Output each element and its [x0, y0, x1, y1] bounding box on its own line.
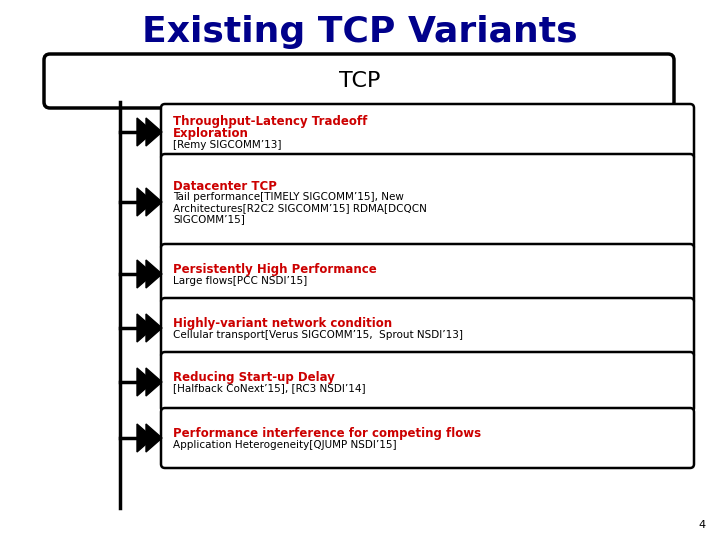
- Polygon shape: [137, 188, 153, 216]
- Polygon shape: [137, 424, 153, 452]
- Polygon shape: [137, 314, 153, 342]
- Text: Application Heterogeneity[QJUMP NSDI’15]: Application Heterogeneity[QJUMP NSDI’15]: [173, 440, 397, 449]
- Polygon shape: [146, 188, 162, 216]
- Polygon shape: [137, 118, 153, 146]
- Text: Existing TCP Variants: Existing TCP Variants: [142, 15, 578, 49]
- Polygon shape: [146, 118, 162, 146]
- Polygon shape: [146, 260, 162, 288]
- FancyBboxPatch shape: [161, 352, 694, 412]
- Polygon shape: [137, 368, 153, 396]
- Text: Architectures[R2C2 SIGCOMM’15] RDMA[DCQCN: Architectures[R2C2 SIGCOMM’15] RDMA[DCQC…: [173, 204, 427, 213]
- Text: Exploration: Exploration: [173, 127, 249, 140]
- Text: [Halfback CoNext’15], [RC3 NSDI’14]: [Halfback CoNext’15], [RC3 NSDI’14]: [173, 383, 366, 394]
- Text: Persistently High Performance: Persistently High Performance: [173, 264, 377, 276]
- FancyBboxPatch shape: [161, 154, 694, 250]
- Text: Tail performance[TIMELY SIGCOMM’15], New: Tail performance[TIMELY SIGCOMM’15], New: [173, 192, 404, 202]
- Text: Large flows[PCC NSDI’15]: Large flows[PCC NSDI’15]: [173, 275, 307, 286]
- Text: Reducing Start-up Delay: Reducing Start-up Delay: [173, 372, 335, 384]
- Text: SIGCOMM’15]: SIGCOMM’15]: [173, 214, 245, 225]
- Text: Performance interference for competing flows: Performance interference for competing f…: [173, 428, 481, 441]
- FancyBboxPatch shape: [161, 408, 694, 468]
- Polygon shape: [146, 314, 162, 342]
- Polygon shape: [146, 424, 162, 452]
- FancyBboxPatch shape: [44, 54, 674, 108]
- Text: Throughput-Latency Tradeoff: Throughput-Latency Tradeoff: [173, 116, 367, 129]
- Text: Cellular transport[Verus SIGCOMM’15,  Sprout NSDI’13]: Cellular transport[Verus SIGCOMM’15, Spr…: [173, 329, 463, 340]
- Text: TCP: TCP: [339, 71, 381, 91]
- Text: [Remy SIGCOMM’13]: [Remy SIGCOMM’13]: [173, 139, 282, 150]
- Text: Datacenter TCP: Datacenter TCP: [173, 180, 277, 193]
- FancyBboxPatch shape: [161, 104, 694, 160]
- FancyBboxPatch shape: [161, 298, 694, 358]
- Polygon shape: [146, 368, 162, 396]
- FancyBboxPatch shape: [161, 244, 694, 304]
- Polygon shape: [137, 260, 153, 288]
- Text: 4: 4: [699, 520, 706, 530]
- Text: Highly-variant network condition: Highly-variant network condition: [173, 318, 392, 330]
